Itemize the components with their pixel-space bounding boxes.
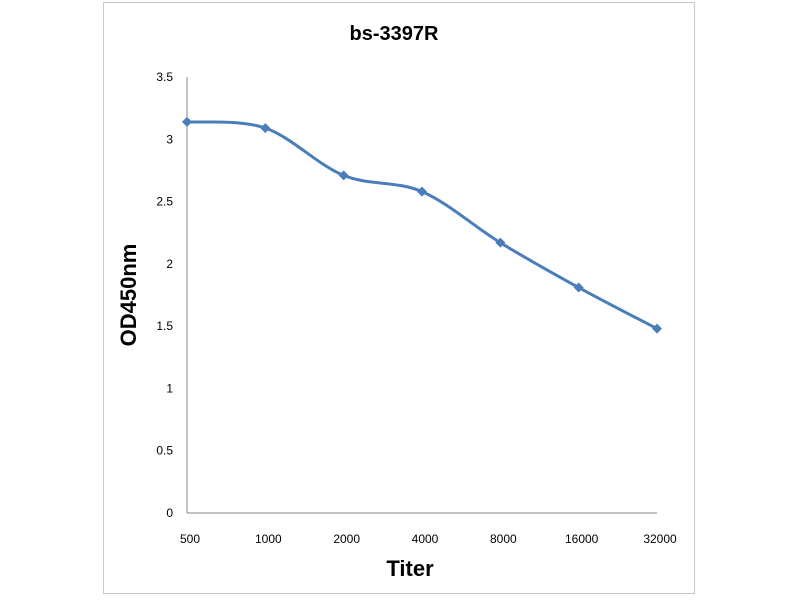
- data-point-marker: [495, 237, 506, 248]
- y-tick-label: 2: [166, 257, 173, 271]
- y-tick-label: 0.5: [156, 444, 173, 458]
- data-point-marker: [417, 186, 427, 197]
- y-tick-label: 3.5: [156, 70, 173, 84]
- x-tick-label: 4000: [412, 532, 439, 546]
- y-tick-label: 3: [166, 132, 173, 146]
- data-point-marker: [182, 116, 192, 127]
- x-tick-label: 2000: [333, 532, 360, 546]
- series-line: [185, 120, 659, 331]
- data-point-marker: [573, 282, 584, 293]
- x-tick-label: 500: [180, 532, 200, 546]
- x-tick-label: 1000: [255, 532, 282, 546]
- y-tick-label: 0: [166, 506, 173, 520]
- y-axis-label: OD450nm: [116, 244, 141, 347]
- series-markers: [182, 116, 662, 334]
- x-axis-label: Titer: [386, 556, 434, 581]
- x-tick-label: 16000: [565, 532, 599, 546]
- data-point-marker: [338, 170, 349, 181]
- y-tick-label: 1.5: [156, 319, 173, 333]
- x-tick-labels: 500 1000 2000 4000 8000 16000 32000: [180, 532, 677, 546]
- data-point-marker: [652, 323, 662, 334]
- y-tick-label: 2.5: [156, 195, 173, 209]
- x-tick-label: 32000: [643, 532, 677, 546]
- y-tick-labels: 0 0.5 1 1.5 2 2.5 3 3.5: [156, 70, 173, 520]
- chart-title: bs-3397R: [350, 23, 439, 45]
- y-tick-label: 1: [166, 381, 173, 395]
- x-tick-label: 8000: [490, 532, 517, 546]
- data-point-marker: [260, 123, 271, 134]
